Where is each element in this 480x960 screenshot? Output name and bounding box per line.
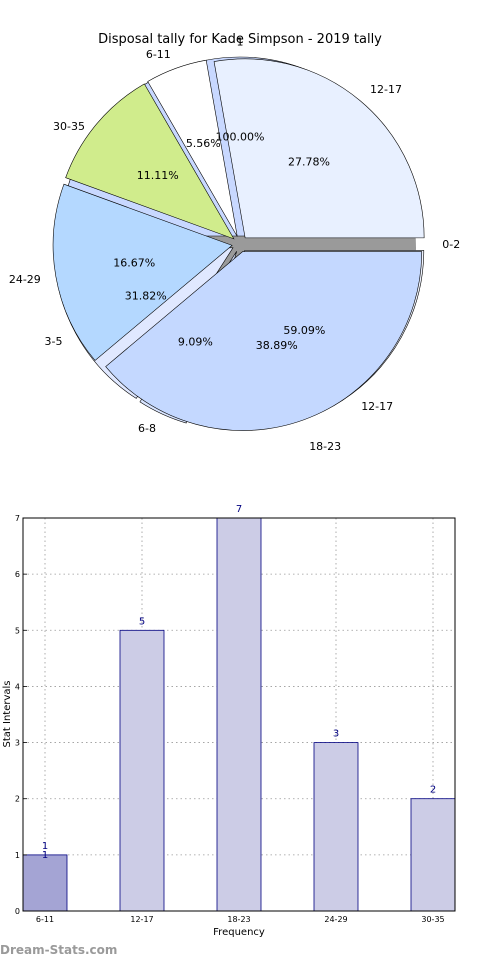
pie-label-0-1: 1 xyxy=(237,36,244,49)
pie-pct-1-3: 16.67% xyxy=(113,257,155,270)
bar-6-11 xyxy=(22,854,68,912)
y-tick-label: 3 xyxy=(15,739,20,748)
y-axis-label: Stat Intervals xyxy=(2,680,13,747)
watermark: Dream-Stats.com xyxy=(0,943,118,957)
bar-extra-label: 1 xyxy=(42,850,48,861)
pie-chart: Disposal tally for Kade Simpson - 2019 t… xyxy=(9,32,460,453)
pie-slice-1-0 xyxy=(213,58,425,239)
pie-label-0-2: 3-5 xyxy=(45,335,63,348)
bar-30-35 xyxy=(410,798,456,912)
bar-bars: 1 5 7 3 2 1 xyxy=(22,504,456,912)
bar-18-23 xyxy=(216,517,262,912)
pie-label-1-1: 6-11 xyxy=(146,48,171,61)
bar-24-29 xyxy=(313,742,359,912)
y-tick-label: 0 xyxy=(15,907,20,916)
pie-label-0-3: 6-8 xyxy=(138,422,156,435)
x-tick-label: 18-23 xyxy=(227,915,250,924)
x-tick-label: 30-35 xyxy=(421,915,444,924)
y-tick-label: 7 xyxy=(15,514,20,523)
plot-frame xyxy=(22,517,456,912)
pie-pct-0-3: 9.09% xyxy=(178,336,213,349)
pie-label-0-4: 12-17 xyxy=(361,400,393,413)
y-tick-label: 2 xyxy=(15,795,20,804)
y-tick-label: 1 xyxy=(15,851,20,860)
bar-value-label: 1 xyxy=(42,841,48,852)
pie-slice-1-4 xyxy=(105,251,423,431)
pie-slice-1-2 xyxy=(65,83,235,240)
pie-chart-title: Disposal tally for Kade Simpson - 2019 t… xyxy=(98,32,382,47)
pie-pct-1-1: 5.56% xyxy=(186,137,221,150)
pie-slices xyxy=(52,56,425,431)
pie-pct-1-2: 11.11% xyxy=(137,169,179,182)
pie-slice-1-1 xyxy=(147,59,238,237)
pie-label-1-2: 30-35 xyxy=(53,120,85,133)
pie-pct-1-4: 38.89% xyxy=(256,339,298,352)
bar-value-label: 3 xyxy=(333,729,339,740)
bar-value-label: 5 xyxy=(139,616,145,627)
pie-label-0-0: 0-2 xyxy=(442,238,460,251)
pie-pct-0-1: 100.00% xyxy=(216,131,265,144)
x-tick-label: 12-17 xyxy=(130,915,153,924)
y-tick-label: 6 xyxy=(15,570,20,579)
x-tick-label: 24-29 xyxy=(324,915,347,924)
y-tick-label: 4 xyxy=(15,682,20,691)
pie-slice-1-3 xyxy=(52,183,233,361)
y-tick-label: 5 xyxy=(15,626,20,635)
x-tick-label: 6-11 xyxy=(36,915,54,924)
pie-label-1-0: 12-17 xyxy=(370,83,402,96)
pie-label-1-3: 24-29 xyxy=(9,273,41,286)
x-axis-label: Frequency xyxy=(213,927,265,938)
pie-pct-0-2: 31.82% xyxy=(125,290,167,303)
bar-12-17 xyxy=(119,629,165,912)
pie-pct-1-0: 27.78% xyxy=(288,156,330,169)
bar-value-label: 2 xyxy=(430,785,436,796)
bar-value-label: 7 xyxy=(236,504,242,515)
pie-labels: 0-2 1 100.00% 3-5 31.82% 6-8 9.09% 12-17 59.09% 1… xyxy=(9,36,460,453)
pie-pct-0-4: 59.09% xyxy=(283,324,325,337)
pie-label-1-4: 18-23 xyxy=(309,440,341,453)
